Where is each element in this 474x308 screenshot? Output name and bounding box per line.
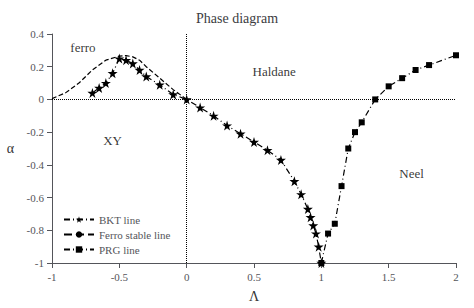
svg-text:2: 2 — [453, 271, 459, 283]
svg-text:ferro: ferro — [70, 40, 95, 55]
svg-text:PRG line: PRG line — [99, 244, 140, 256]
svg-text:-1: -1 — [35, 257, 44, 269]
svg-text:Neel: Neel — [399, 166, 424, 181]
svg-text:-0.2: -0.2 — [27, 126, 44, 138]
svg-text:α: α — [7, 141, 15, 156]
svg-text:-1: -1 — [47, 271, 56, 283]
svg-text:-0.5: -0.5 — [111, 271, 129, 283]
svg-text:0.4: 0.4 — [30, 28, 44, 40]
svg-text:0.2: 0.2 — [30, 61, 44, 73]
svg-text:Ferro stable line: Ferro stable line — [99, 229, 171, 241]
svg-text:Λ: Λ — [249, 289, 260, 304]
svg-text:XY: XY — [103, 133, 122, 148]
svg-text:1.5: 1.5 — [382, 271, 396, 283]
svg-text:-0.6: -0.6 — [27, 192, 45, 204]
svg-text:0: 0 — [39, 93, 45, 105]
svg-text:Haldane: Haldane — [253, 64, 297, 79]
svg-text:1: 1 — [319, 271, 325, 283]
svg-text:-0.4: -0.4 — [27, 159, 45, 171]
svg-text:BKT line: BKT line — [99, 214, 140, 226]
svg-text:0.5: 0.5 — [247, 271, 261, 283]
svg-text:Phase diagram: Phase diagram — [196, 11, 278, 26]
svg-text:-0.8: -0.8 — [27, 224, 45, 236]
svg-text:0: 0 — [184, 271, 190, 283]
